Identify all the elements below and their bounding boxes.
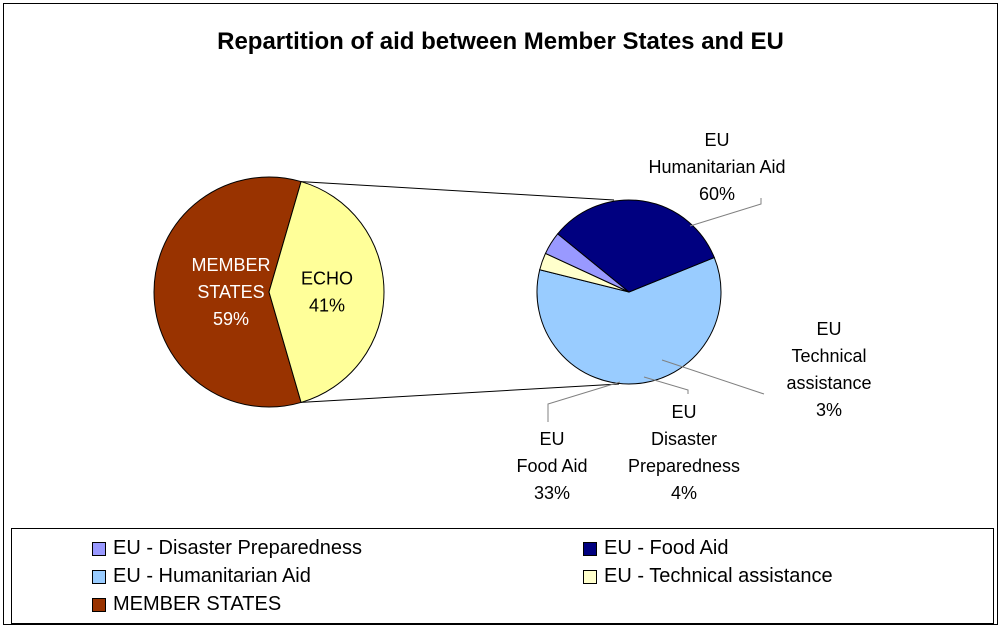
- leader-line-eu-food-aid: [547, 381, 621, 422]
- legend-item-food-aid: EU - Food Aid: [583, 537, 729, 560]
- legend-label: MEMBER STATES: [113, 593, 282, 615]
- data-labels: MEMBER STATES 59% ECHO 41% EU Humanitarian Aid…: [191, 130, 871, 503]
- data-label-eu-disaster-preparedness: EU Disaster Preparedness 4%: [628, 402, 740, 503]
- data-label-eu-technical-assistance: EU Technical assistance 3%: [786, 319, 871, 420]
- legend-swatch: [583, 541, 597, 556]
- data-label-eu-food-aid: EU Food Aid 33%: [516, 429, 587, 503]
- legend-item-disaster-preparedness: EU - Disaster Preparedness: [92, 537, 362, 560]
- leader-line-eu-technical-assistance: [661, 359, 765, 395]
- data-label-echo: ECHO 41%: [301, 269, 353, 316]
- legend-swatch: [583, 569, 597, 584]
- legend-swatch: [92, 597, 106, 612]
- legend-item-humanitarian-aid: EU - Humanitarian Aid: [92, 565, 311, 588]
- legend-item-member-states: MEMBER STATES: [92, 593, 281, 616]
- secondary-pie: [536, 199, 722, 385]
- data-label-eu-humanitarian-aid: EU Humanitarian Aid 60%: [648, 130, 785, 204]
- leader-line-eu-humanitarian-aid: [689, 198, 762, 227]
- leader-line-eu-disaster-preparedness: [643, 376, 689, 394]
- legend: EU - Disaster Preparedness EU - Food Aid…: [11, 528, 994, 624]
- leader-lines: [547, 198, 765, 422]
- legend-swatch: [92, 569, 106, 584]
- connector-line-top: [301, 181, 615, 201]
- legend-label: EU - Food Aid: [604, 537, 729, 559]
- legend-swatch: [92, 541, 106, 556]
- legend-label: EU - Disaster Preparedness: [113, 537, 362, 559]
- data-label-member-states: MEMBER STATES 59%: [191, 255, 270, 329]
- pie-slice-echo: [268, 180, 385, 404]
- pie-of-pie-chart: MEMBER STATES 59% ECHO 41% EU Humanitarian Aid…: [153, 130, 872, 503]
- pie-slice-member-states: [153, 176, 302, 408]
- legend-label: EU - Technical assistance: [604, 565, 833, 587]
- pie-slice-eu-humanitarian-aid: [536, 256, 722, 385]
- connector-line-bottom: [301, 383, 620, 403]
- pie-slice-eu-food-aid: [557, 199, 715, 293]
- chart-title: Repartition of aid between Member States…: [217, 28, 784, 55]
- connector-lines: [301, 181, 620, 403]
- legend-label: EU - Humanitarian Aid: [113, 565, 311, 587]
- main-pie: [153, 176, 385, 408]
- chart-area: Repartition of aid between Member States…: [3, 3, 998, 625]
- legend-item-technical-assistance: EU - Technical assistance: [583, 565, 833, 588]
